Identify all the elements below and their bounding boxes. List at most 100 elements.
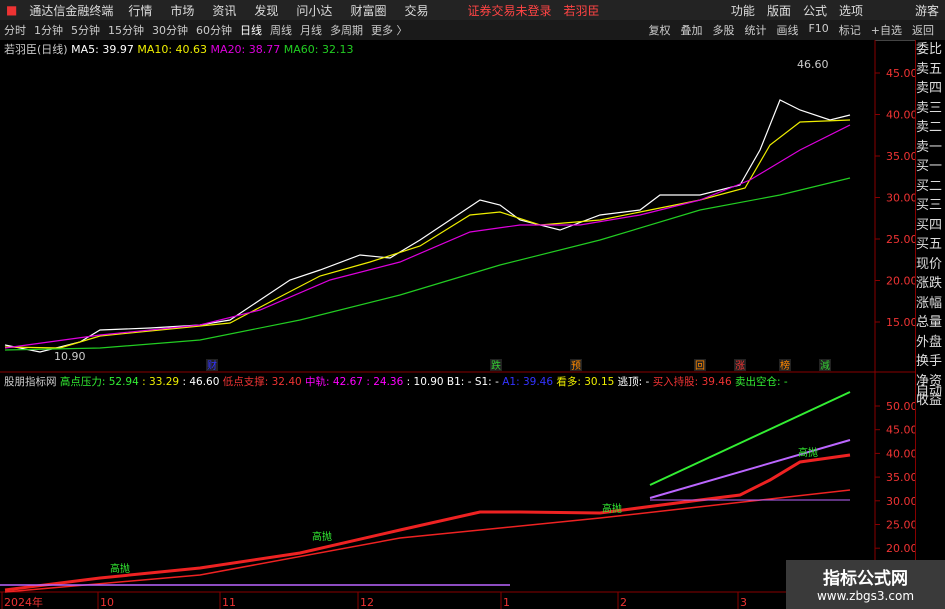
side-label: 卖二 xyxy=(916,120,943,135)
indicator-axis-label: 35.00 xyxy=(886,471,915,484)
sell-signal: 高抛 xyxy=(110,562,130,575)
signal-box xyxy=(694,359,706,371)
sell-signal: 高抛 xyxy=(602,502,622,515)
period-tab[interactable]: 周线 xyxy=(270,24,292,37)
indicator-axis-label: 25.00 xyxy=(886,519,915,532)
watermark: 指标公式网 www.zbgs3.com xyxy=(786,560,945,609)
period-tab[interactable]: 更多 〉 xyxy=(371,24,408,37)
menu-item[interactable]: 财富圈 xyxy=(350,3,387,18)
header-item: 低点支撑: xyxy=(223,375,269,388)
menu-item[interactable]: 版面 xyxy=(766,3,791,18)
price-axis-label: 45.00 xyxy=(886,67,915,80)
toolbar: 分时 1分钟 5分钟 15分钟 30分钟 60分钟 日线 周线 月线 多周期 更多 〉 复权 叠加 多股… xyxy=(0,20,945,41)
header-item: MA10: xyxy=(137,43,172,56)
price-axis-label: 30.00 xyxy=(886,192,915,205)
header-item: 若羽臣(日线) xyxy=(4,42,68,56)
time-label: 2 xyxy=(620,596,627,609)
tool-button[interactable]: 返回 xyxy=(912,24,934,37)
menu-item[interactable]: 选项 xyxy=(838,3,863,18)
side-label: 外盘 xyxy=(916,334,943,350)
tool-button[interactable]: 多股 xyxy=(712,24,735,37)
price-axis-label: 15.00 xyxy=(886,316,915,329)
header-item: B1: xyxy=(447,376,464,388)
menu-item[interactable]: 交易 xyxy=(404,3,429,18)
title-bar: ■ 通达信金融终端 行情 市场 资讯 发现 问小达 财富圈 交易 证券交易未登录 若羽臣 功… xyxy=(0,0,945,20)
header-item: - xyxy=(646,376,650,388)
price-axis-label: 20.00 xyxy=(886,275,915,288)
signal: 涨 xyxy=(735,360,745,372)
period-tab[interactable]: 多周期 xyxy=(330,24,363,37)
main-header: 若羽臣(日线) MA5: 39.97 MA10: 40.63 MA20: 38.… xyxy=(4,42,353,56)
status[interactable]: 证券交易未登录 xyxy=(467,3,552,18)
tool-button[interactable]: +自选 xyxy=(870,24,902,37)
header-item: MA5: xyxy=(71,43,99,56)
header-item: 高点压力: xyxy=(60,375,106,388)
menu-item[interactable]: 发现 xyxy=(254,3,279,18)
side-label: 买一 xyxy=(916,159,943,174)
menu-item[interactable]: 公式 xyxy=(802,3,827,18)
header-item: 看多: xyxy=(556,375,581,388)
tool-button[interactable]: F10 xyxy=(808,22,829,35)
indicator-header: 股朋指标网 高点压力: 52.94 : 33.29 : 46.60 低点支撑: … xyxy=(4,375,788,388)
side-label: 净资 xyxy=(916,373,943,389)
header-item: 39.46 xyxy=(702,376,732,388)
side-lower-label: 交易 xyxy=(916,401,945,402)
menu-item[interactable]: 问小达 xyxy=(296,3,333,18)
period-tab[interactable]: 5分钟 xyxy=(71,24,100,37)
side-label: 卖四 xyxy=(916,81,943,96)
period-tab[interactable]: 60分钟 xyxy=(196,24,232,37)
header-item: - xyxy=(495,376,499,388)
header-item: MA20: xyxy=(211,43,246,56)
time-label: 12 xyxy=(360,596,374,609)
menu-item[interactable]: 功能 xyxy=(730,3,755,18)
right-menus: 功能 版面 公式 选项 xyxy=(725,2,869,19)
watermark-url: www.zbgs3.com xyxy=(816,589,915,603)
period-tab[interactable]: 15分钟 xyxy=(108,24,144,37)
time-label: 2024年 xyxy=(4,595,43,609)
side-label: 卖一 xyxy=(916,139,943,155)
tool-button[interactable]: 统计 xyxy=(744,24,767,37)
side-label: 涨幅 xyxy=(916,295,943,311)
menu-item[interactable]: 资讯 xyxy=(212,3,237,18)
tool-button[interactable]: 叠加 xyxy=(680,24,703,37)
header-item: : xyxy=(182,376,186,388)
time-label: 10 xyxy=(100,596,114,609)
side-label: 买二 xyxy=(916,178,943,194)
period-tab[interactable]: 1分钟 xyxy=(34,24,63,37)
user[interactable]: 游客 xyxy=(914,3,939,18)
indicator-axis-label: 45.00 xyxy=(886,424,915,437)
header-item: 38.77 xyxy=(249,43,281,56)
time-label: 11 xyxy=(222,596,236,609)
tool-button[interactable]: 复权 xyxy=(648,24,671,37)
period-tab[interactable]: 日线 xyxy=(240,24,262,37)
header-item: 39.46 xyxy=(523,376,553,388)
indicator-axis-label: 40.00 xyxy=(886,447,915,460)
header-item: - xyxy=(784,376,788,388)
tool-button[interactable]: 画线 xyxy=(776,24,799,37)
period-tab[interactable]: 月线 xyxy=(300,24,322,37)
header-item: - xyxy=(468,376,472,388)
side-label: 委比 xyxy=(916,42,943,57)
price-axis-label: 40.00 xyxy=(886,109,915,122)
header-item: 46.60 xyxy=(189,376,219,388)
header-item: : xyxy=(142,376,146,388)
period-tab[interactable]: 30分钟 xyxy=(152,24,188,37)
sell-signal: 高抛 xyxy=(312,530,332,543)
signal: 榜 xyxy=(780,359,790,372)
tools: 复权 叠加 多股 统计 画线 F10 标记 +自选 返回 xyxy=(643,22,939,38)
menu-item[interactable]: 市场 xyxy=(170,3,195,18)
tool-button[interactable]: 标记 xyxy=(838,24,861,37)
side-label: 卖五 xyxy=(916,61,943,77)
side-lower-label: 自动 xyxy=(916,384,943,399)
logo: ■ xyxy=(6,3,18,17)
side-panel: 委比 卖五 卖四 卖三 卖二 卖一 买一 买二 买三 买四 买五 现价 涨跌 涨幅 总量 外盘 换手 净资 收益 自动… xyxy=(915,40,945,609)
indicator-axis-label: 50.00 xyxy=(886,400,915,413)
menu-item[interactable]: 行情 xyxy=(128,3,153,18)
signal-box xyxy=(570,359,582,371)
side-label: 买五 xyxy=(916,237,943,252)
price-axis-label: 25.00 xyxy=(886,233,915,246)
header-item: 股朋指标网 xyxy=(4,375,57,388)
chart-area: 若羽臣(日线) MA5: 39.97 MA10: 40.63 MA20: 38.… xyxy=(0,40,915,609)
header-item: 39.97 xyxy=(102,43,134,56)
period-tab[interactable]: 分时 xyxy=(4,24,26,37)
